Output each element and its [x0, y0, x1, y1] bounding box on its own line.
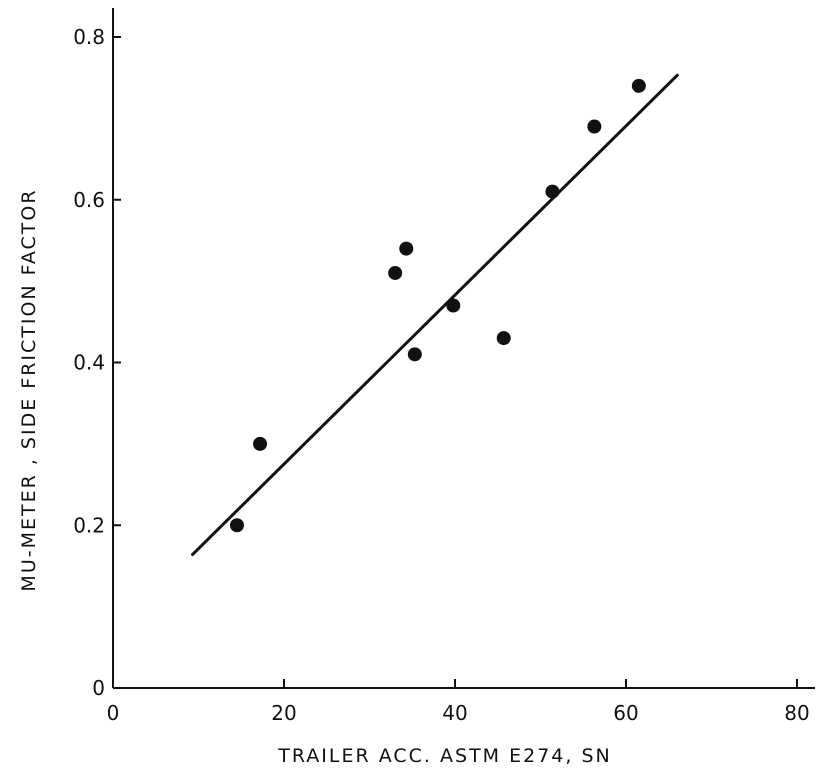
- data-point: [446, 298, 461, 313]
- data-point: [253, 436, 268, 451]
- data-point: [388, 265, 403, 280]
- y-axis-title: MU-METER , SIDE FRICTION FACTOR: [18, 188, 40, 591]
- y-tick-label: 0.2: [73, 513, 105, 537]
- x-axis-title: TRAILER ACC. ASTM E274, SN: [277, 745, 611, 767]
- data-points: [229, 78, 646, 533]
- data-point: [399, 241, 414, 256]
- x-tick-label: 0: [107, 701, 120, 725]
- y-axis-ticks: 0 0.2 0.4 0.6 0.8: [73, 25, 121, 700]
- y-tick-label: 0.6: [73, 188, 105, 212]
- data-point: [407, 347, 422, 362]
- x-tick-label: 60: [613, 701, 638, 725]
- y-tick-label: 0: [92, 676, 105, 700]
- regression-line: [191, 73, 679, 557]
- x-tick-label: 20: [271, 701, 296, 725]
- data-point: [587, 119, 602, 134]
- x-tick-label: 40: [442, 701, 467, 725]
- y-tick-label: 0.4: [73, 351, 105, 375]
- data-point: [545, 184, 560, 199]
- data-point: [631, 78, 646, 93]
- data-point: [229, 518, 244, 533]
- data-point: [496, 331, 511, 346]
- x-tick-label: 80: [784, 701, 809, 725]
- x-axis-ticks: 0 20 40 60 80: [107, 679, 810, 725]
- y-tick-label: 0.8: [73, 25, 105, 49]
